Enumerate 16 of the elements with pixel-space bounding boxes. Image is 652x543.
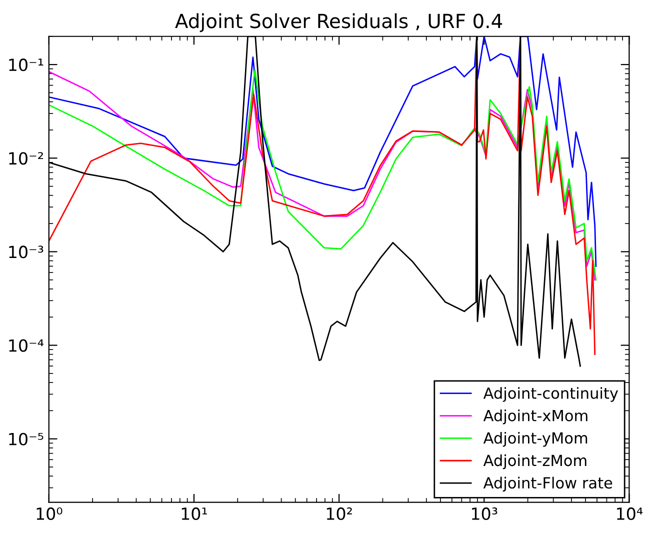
legend-label: Adjoint-yMom bbox=[483, 432, 588, 447]
x-tick-label: 10⁴ bbox=[617, 507, 643, 520]
y-tick-label: 10⁻³ bbox=[9, 246, 44, 258]
y-tick-label: 10⁻⁴ bbox=[9, 339, 44, 352]
legend-label: Adjoint-zMom bbox=[483, 454, 586, 470]
legend-label: Adjoint-xMom bbox=[483, 410, 588, 424]
legend-label: Adjoint-Flow rate bbox=[483, 476, 612, 492]
x-tick-label: 10³ bbox=[472, 507, 498, 520]
legend-label: Adjoint-continuity bbox=[483, 387, 618, 402]
x-tick-label: 10² bbox=[326, 507, 352, 520]
y-tick-label: 10⁻¹ bbox=[9, 58, 44, 72]
y-tick-label: 10⁻⁵ bbox=[9, 432, 44, 446]
y-tick-label: 10⁻² bbox=[9, 152, 43, 165]
chart-title: Adjoint Solver Residuals , URF 0.4 bbox=[175, 13, 502, 32]
x-tick-label: 10⁰ bbox=[36, 507, 62, 520]
x-tick-label: 10¹ bbox=[182, 507, 208, 520]
